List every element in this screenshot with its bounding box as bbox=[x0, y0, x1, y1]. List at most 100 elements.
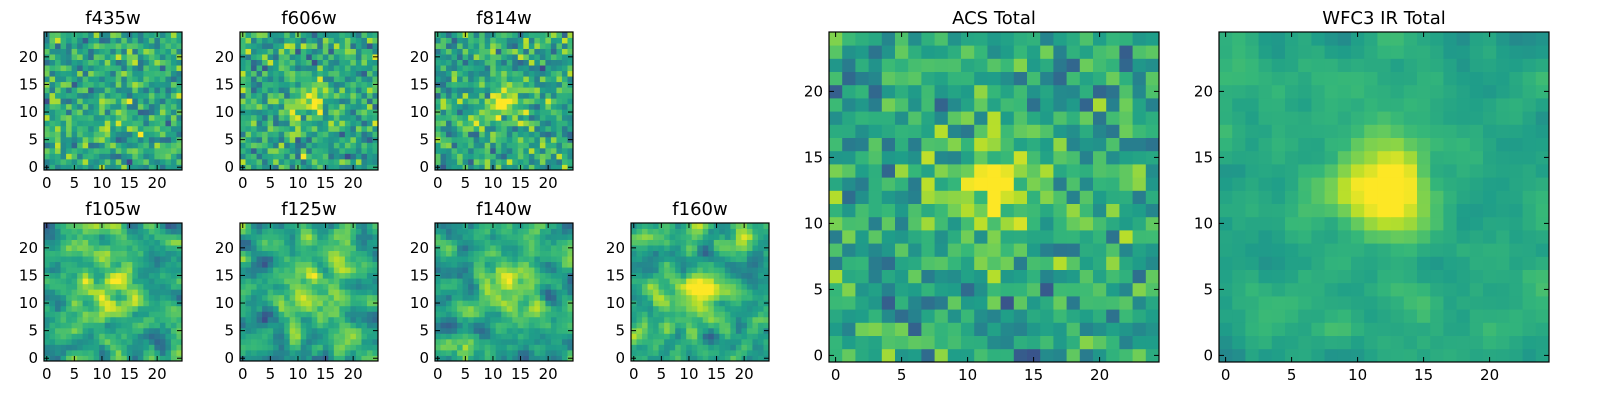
heatmap-cell bbox=[66, 109, 72, 116]
heatmap-cell bbox=[143, 81, 150, 88]
y-tick-label: 15 bbox=[410, 75, 429, 93]
heatmap-cell bbox=[176, 43, 183, 49]
heatmap-cell bbox=[724, 256, 731, 263]
heatmap-cell bbox=[295, 131, 302, 138]
heatmap-cell bbox=[49, 267, 56, 274]
heatmap-cell bbox=[1119, 282, 1133, 297]
heatmap-cell bbox=[534, 131, 541, 138]
heatmap-cell bbox=[686, 239, 693, 246]
heatmap-cell bbox=[1027, 335, 1041, 350]
heatmap-cell bbox=[961, 190, 975, 204]
heatmap-cell bbox=[490, 81, 497, 88]
heatmap-cell bbox=[77, 158, 84, 165]
heatmap-cell bbox=[702, 344, 709, 351]
heatmap-cell bbox=[121, 103, 128, 110]
heatmap-cell bbox=[361, 223, 368, 229]
heatmap-cell bbox=[165, 98, 172, 105]
heatmap-cell bbox=[763, 261, 770, 268]
heatmap-cell bbox=[495, 239, 502, 246]
heatmap-cell bbox=[170, 355, 177, 362]
heatmap-cell bbox=[658, 239, 665, 246]
heatmap-cell bbox=[1066, 230, 1081, 244]
heatmap-cell bbox=[440, 65, 447, 72]
heatmap-cell bbox=[132, 245, 139, 251]
heatmap-cell bbox=[457, 239, 463, 246]
heatmap-cell bbox=[273, 59, 280, 66]
heatmap-cell bbox=[251, 43, 257, 49]
heatmap-cell bbox=[295, 153, 302, 160]
heatmap-cell bbox=[306, 305, 313, 312]
heatmap-cell bbox=[556, 70, 563, 77]
heatmap-cell bbox=[49, 114, 56, 121]
heatmap-cell bbox=[137, 32, 144, 38]
heatmap-cell bbox=[647, 267, 654, 274]
heatmap-cell bbox=[545, 114, 552, 121]
heatmap-cell bbox=[534, 120, 541, 127]
heatmap-cell bbox=[664, 316, 671, 323]
heatmap-cell bbox=[468, 223, 475, 229]
heatmap-cell bbox=[631, 261, 637, 268]
heatmap-cell bbox=[71, 114, 78, 121]
heatmap-cell bbox=[165, 92, 172, 99]
heatmap-cell bbox=[561, 37, 568, 44]
heatmap-cell bbox=[724, 289, 731, 296]
heatmap-cell bbox=[567, 32, 574, 38]
heatmap-cell bbox=[366, 87, 373, 94]
heatmap-cell bbox=[317, 70, 324, 77]
heatmap-cell bbox=[317, 98, 324, 105]
heatmap-cell bbox=[446, 355, 452, 362]
heatmap-cell bbox=[534, 256, 541, 263]
heatmap-cell bbox=[473, 289, 480, 296]
heatmap-cell bbox=[501, 300, 508, 307]
heatmap-cell bbox=[361, 239, 368, 246]
heatmap-cell bbox=[934, 282, 949, 297]
heatmap-cell bbox=[284, 70, 291, 77]
heatmap-cell bbox=[556, 245, 563, 251]
heatmap-cell bbox=[691, 355, 698, 362]
heatmap-cell bbox=[143, 289, 150, 296]
heatmap-cell bbox=[317, 283, 324, 290]
heatmap-cell bbox=[669, 256, 676, 263]
heatmap-cell bbox=[440, 245, 447, 251]
heatmap-cell bbox=[170, 142, 177, 149]
heatmap-cell bbox=[339, 333, 346, 340]
heatmap-cell bbox=[273, 272, 280, 279]
heatmap-cell bbox=[273, 142, 280, 149]
x-tick-label: 5 bbox=[266, 174, 276, 192]
heatmap-cell bbox=[1145, 216, 1160, 231]
heatmap-cell bbox=[256, 103, 263, 110]
heatmap-cell bbox=[115, 158, 122, 165]
heatmap-cell bbox=[686, 300, 693, 307]
heatmap-cell bbox=[697, 300, 704, 307]
heatmap-cell bbox=[366, 125, 373, 132]
heatmap-cell bbox=[468, 142, 475, 149]
heatmap-cell bbox=[567, 59, 574, 66]
heatmap-cell bbox=[484, 322, 491, 329]
heatmap-cell bbox=[350, 125, 357, 132]
heatmap-cell bbox=[372, 228, 379, 235]
heatmap-cell bbox=[170, 289, 177, 296]
heatmap-cell bbox=[517, 283, 524, 290]
heatmap-cell bbox=[333, 349, 340, 356]
heatmap-cell bbox=[344, 87, 351, 94]
heatmap-cell bbox=[176, 48, 183, 55]
y-tick-label: 10 bbox=[410, 103, 429, 121]
heatmap-cell bbox=[561, 76, 568, 83]
heatmap-cell bbox=[361, 283, 368, 290]
heatmap-cell bbox=[306, 278, 313, 285]
heatmap-cell bbox=[60, 278, 67, 285]
heatmap-cell bbox=[361, 305, 368, 312]
heatmap-cell bbox=[262, 300, 268, 307]
heatmap-cell bbox=[741, 349, 748, 356]
heatmap-cell bbox=[631, 349, 637, 356]
heatmap-cell bbox=[267, 76, 274, 83]
heatmap-cell bbox=[104, 300, 111, 307]
heatmap-cell bbox=[104, 76, 111, 83]
heatmap-cell bbox=[306, 300, 313, 307]
heatmap-cell bbox=[176, 333, 183, 340]
heatmap-cell bbox=[490, 289, 497, 296]
heatmap-cell bbox=[311, 76, 318, 83]
heatmap-cell bbox=[664, 349, 671, 356]
heatmap-cell bbox=[60, 37, 67, 44]
